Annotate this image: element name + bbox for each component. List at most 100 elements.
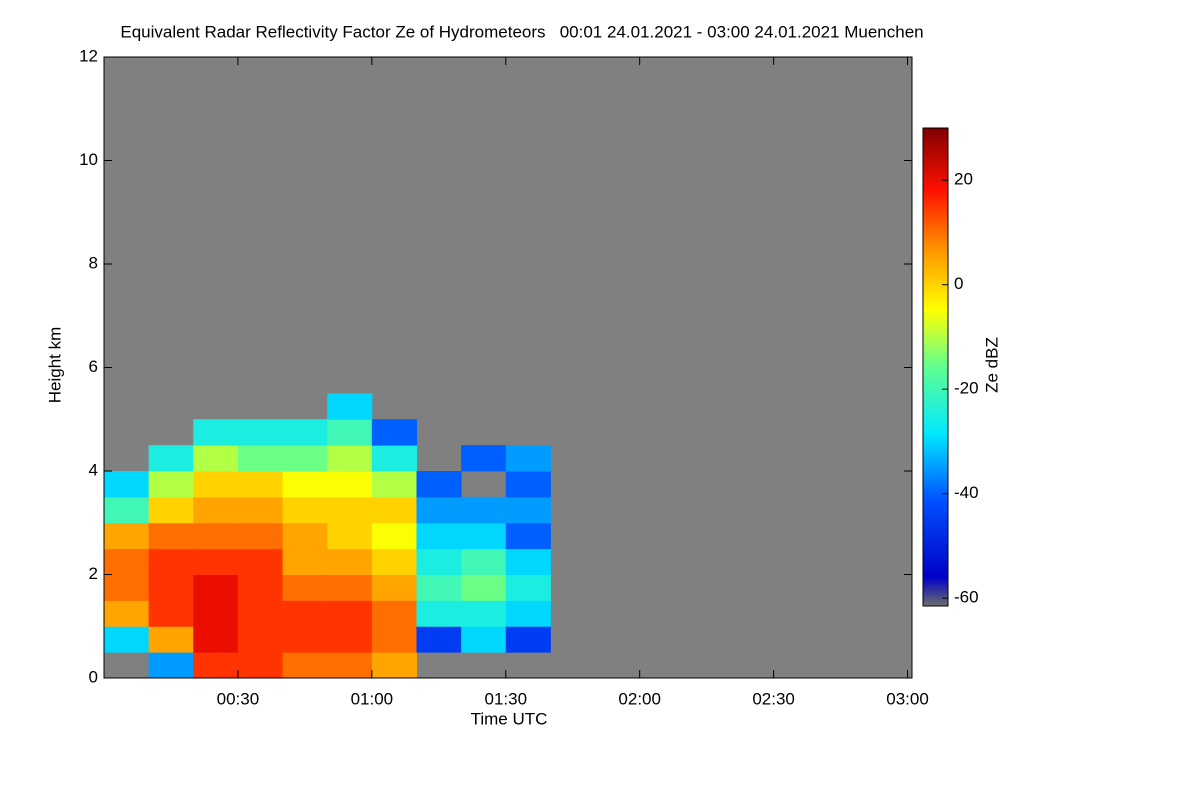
x-tick-label: 03:00 xyxy=(886,689,929,708)
heat-cell xyxy=(371,471,417,498)
heat-cell xyxy=(193,626,239,653)
heat-cell xyxy=(237,471,284,498)
heat-cell xyxy=(148,548,194,575)
heat-cell xyxy=(505,626,551,653)
x-tick-label: 00:30 xyxy=(217,689,260,708)
heat-cell xyxy=(282,600,328,627)
heat-cell xyxy=(282,419,328,446)
heat-cell xyxy=(327,445,373,472)
heat-cell xyxy=(461,445,507,472)
heat-cell xyxy=(282,496,328,524)
heat-cell xyxy=(327,652,373,679)
y-tick-label: 10 xyxy=(79,150,98,169)
x-tick-label: 01:00 xyxy=(351,689,394,708)
x-tick-label: 02:30 xyxy=(752,689,795,708)
heat-cell xyxy=(148,445,194,472)
heat-cell xyxy=(371,652,417,679)
heat-cell xyxy=(237,574,284,601)
y-tick-label: 8 xyxy=(89,253,98,272)
heat-cell xyxy=(282,652,328,679)
heat-cell xyxy=(237,496,284,524)
heat-cell xyxy=(416,548,462,575)
heat-cell xyxy=(193,522,239,550)
heat-cell xyxy=(461,496,507,524)
x-tick-label: 02:00 xyxy=(618,689,661,708)
colorbar-label: Ze dBZ xyxy=(982,337,1001,393)
heat-cell xyxy=(461,548,507,575)
x-axis-label: Time UTC xyxy=(471,709,548,728)
heat-cell xyxy=(371,626,417,653)
heat-cell xyxy=(104,548,150,575)
heat-cell xyxy=(416,496,462,524)
heat-cell xyxy=(461,626,507,653)
heat-cell xyxy=(104,600,150,627)
heat-cell xyxy=(505,548,551,575)
colorbar-tick-label: 20 xyxy=(954,170,973,189)
heat-cell xyxy=(371,600,417,627)
heat-cell xyxy=(416,522,462,550)
heat-cell xyxy=(237,600,284,627)
heat-cell xyxy=(237,445,284,472)
heat-cell xyxy=(461,522,507,550)
heat-cell xyxy=(104,496,150,524)
heat-cell xyxy=(461,574,507,601)
heat-cell xyxy=(193,496,239,524)
heat-cell xyxy=(327,522,373,550)
y-tick-label: 4 xyxy=(89,460,98,479)
heat-cell xyxy=(327,471,373,498)
heat-cell xyxy=(416,626,462,653)
heat-cell xyxy=(371,445,417,472)
y-tick-label: 12 xyxy=(79,46,98,65)
heat-cell xyxy=(148,600,194,627)
heat-cell xyxy=(282,522,328,550)
heat-cell xyxy=(237,626,284,653)
heat-cell xyxy=(148,522,194,550)
heat-cell xyxy=(282,626,328,653)
colorbar-tick-label: 0 xyxy=(954,274,963,293)
heat-cell xyxy=(371,574,417,601)
heat-cell xyxy=(104,626,150,653)
heat-cell xyxy=(327,393,373,420)
heat-cell xyxy=(371,419,417,446)
heat-cell xyxy=(148,574,194,601)
heat-cell xyxy=(148,652,194,679)
chart-title: Equivalent Radar Reflectivity Factor Ze … xyxy=(120,22,923,41)
heat-cell xyxy=(282,574,328,601)
heat-cell xyxy=(193,471,239,498)
heat-cell xyxy=(505,522,551,550)
heat-cell xyxy=(327,496,373,524)
y-tick-label: 6 xyxy=(89,357,98,376)
heat-cell xyxy=(282,471,328,498)
heat-cell xyxy=(505,496,551,524)
heat-cell xyxy=(193,419,239,446)
heat-cell xyxy=(148,471,194,498)
heat-cell xyxy=(327,419,373,446)
colorbar-tick-label: -60 xyxy=(954,588,979,607)
heat-cell xyxy=(505,600,551,627)
heat-cell xyxy=(416,574,462,601)
x-tick-label: 01:30 xyxy=(484,689,527,708)
heat-cell xyxy=(282,548,328,575)
heat-cell xyxy=(193,548,239,575)
heat-cell xyxy=(193,574,239,601)
heat-cell xyxy=(282,445,328,472)
heat-cell xyxy=(505,574,551,601)
heat-cell xyxy=(416,600,462,627)
heat-cell xyxy=(237,522,284,550)
heat-cell xyxy=(371,548,417,575)
heat-cell xyxy=(327,574,373,601)
heat-cell xyxy=(237,548,284,575)
heat-cell xyxy=(193,652,239,679)
heat-cell xyxy=(371,496,417,524)
heat-cell xyxy=(148,496,194,524)
heat-cell xyxy=(327,626,373,653)
heat-cell xyxy=(104,574,150,601)
heat-cell xyxy=(416,471,462,498)
heat-cell xyxy=(104,522,150,550)
heat-cell xyxy=(505,445,551,472)
heat-cell xyxy=(237,652,284,679)
heat-cell xyxy=(193,445,239,472)
colorbar-tick-label: -20 xyxy=(954,379,979,398)
colorbar-tick-label: -40 xyxy=(954,483,979,502)
